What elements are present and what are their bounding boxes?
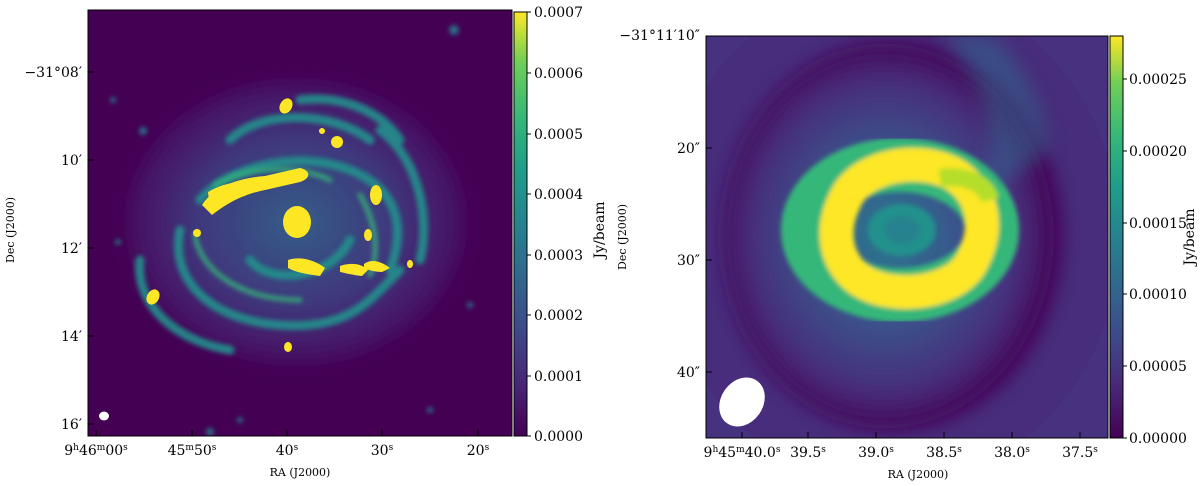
right-xtick-0: 9h45m40.0s xyxy=(704,445,781,461)
right-corner-label: −31°11′10″ xyxy=(619,28,700,44)
left-cbar-tick-0: 0.0000 xyxy=(534,429,583,445)
left-xlabel: RA (J2000) xyxy=(270,466,331,479)
left-cbar-tick-5: 0.0005 xyxy=(534,127,583,143)
left-cbar-tick-2: 0.0002 xyxy=(534,308,583,324)
left-ylabel: Dec (J2000) xyxy=(4,197,17,263)
right-ytick-2: 40″ xyxy=(677,365,700,381)
left-ytick-1: 10′ xyxy=(61,153,82,169)
left-xtick-4: 20s xyxy=(467,443,490,459)
right-xtick-1: 39.5s xyxy=(790,445,826,461)
right-cbar-tick-1: 0.00005 xyxy=(1129,359,1187,375)
right-cbar-tick-2: 0.00010 xyxy=(1129,287,1187,303)
left-cbar-tick-4: 0.0004 xyxy=(534,187,583,203)
left-colorbar-scale xyxy=(513,11,528,437)
left-axis-ticks xyxy=(88,71,479,436)
left-cbar-tick-7: 0.0007 xyxy=(534,5,583,21)
right-colorbar-scale xyxy=(1109,35,1124,439)
left-beam-ellipse xyxy=(99,411,109,421)
right-yticks: 20″ 30″ 40″ xyxy=(677,141,700,381)
left-ytick-2: 12′ xyxy=(61,241,82,257)
ring-emission xyxy=(781,138,1019,322)
bright-emission xyxy=(146,98,413,352)
right-cbar-tick-5: 0.00025 xyxy=(1129,72,1187,88)
left-ytick-0: −31°08′ xyxy=(24,65,82,81)
right-xtick-2: 39.0s xyxy=(858,445,894,461)
right-cbar-tick-3: 0.00015 xyxy=(1129,216,1187,232)
left-cbar-tick-6: 0.0006 xyxy=(534,66,583,82)
left-cbar-tick-3: 0.0003 xyxy=(534,248,583,264)
right-axis-ticks xyxy=(706,147,1081,438)
right-beam-ellipse xyxy=(719,377,765,427)
right-colorbar-label: Jy/beam xyxy=(1182,208,1198,267)
right-ytick-1: 30″ xyxy=(677,253,700,269)
right-cbar-tick-0: 0.00000 xyxy=(1129,431,1187,447)
left-xtick-3: 30s xyxy=(371,443,394,459)
right-cbar-tick-4: 0.00020 xyxy=(1129,144,1187,160)
left-xtick-1: 45m50s xyxy=(168,443,217,459)
right-xtick-5: 37.5s xyxy=(1062,445,1098,461)
left-cbar-tick-1: 0.0001 xyxy=(534,369,583,385)
left-image-frame xyxy=(87,9,513,437)
left-image-panel xyxy=(87,9,513,437)
right-ytick-0: 20″ xyxy=(677,141,700,157)
right-image-frame xyxy=(705,35,1109,439)
left-yticks: −31°08′ 10′ 12′ 14′ 16′ xyxy=(24,65,82,433)
left-xtick-2: 40s xyxy=(276,443,299,459)
left-colorbar-label: Jy/beam xyxy=(592,201,608,260)
right-colorbar: 0.00000 0.00005 0.00010 0.00015 0.00020 … xyxy=(1109,35,1198,447)
left-xticks: 9h46m00s 45m50s 40s 30s 20s xyxy=(64,443,489,459)
right-xtick-3: 38.5s xyxy=(926,445,962,461)
right-xtick-4: 38.0s xyxy=(994,445,1030,461)
left-xtick-0: 9h46m00s xyxy=(64,443,128,459)
spiral-arms xyxy=(135,94,429,355)
right-xlabel: RA (J2000) xyxy=(888,468,949,481)
right-xticks: 9h45m40.0s 39.5s 39.0s 38.5s 38.0s 37.5s xyxy=(704,445,1099,461)
left-colorbar: 0.0000 0.0001 0.0002 0.0003 0.0004 0.000… xyxy=(513,5,608,445)
right-image-panel xyxy=(705,35,1109,439)
left-ytick-3: 14′ xyxy=(61,329,82,345)
left-ytick-4: 16′ xyxy=(61,417,82,433)
right-ylabel: Dec (J2000) xyxy=(616,204,629,270)
